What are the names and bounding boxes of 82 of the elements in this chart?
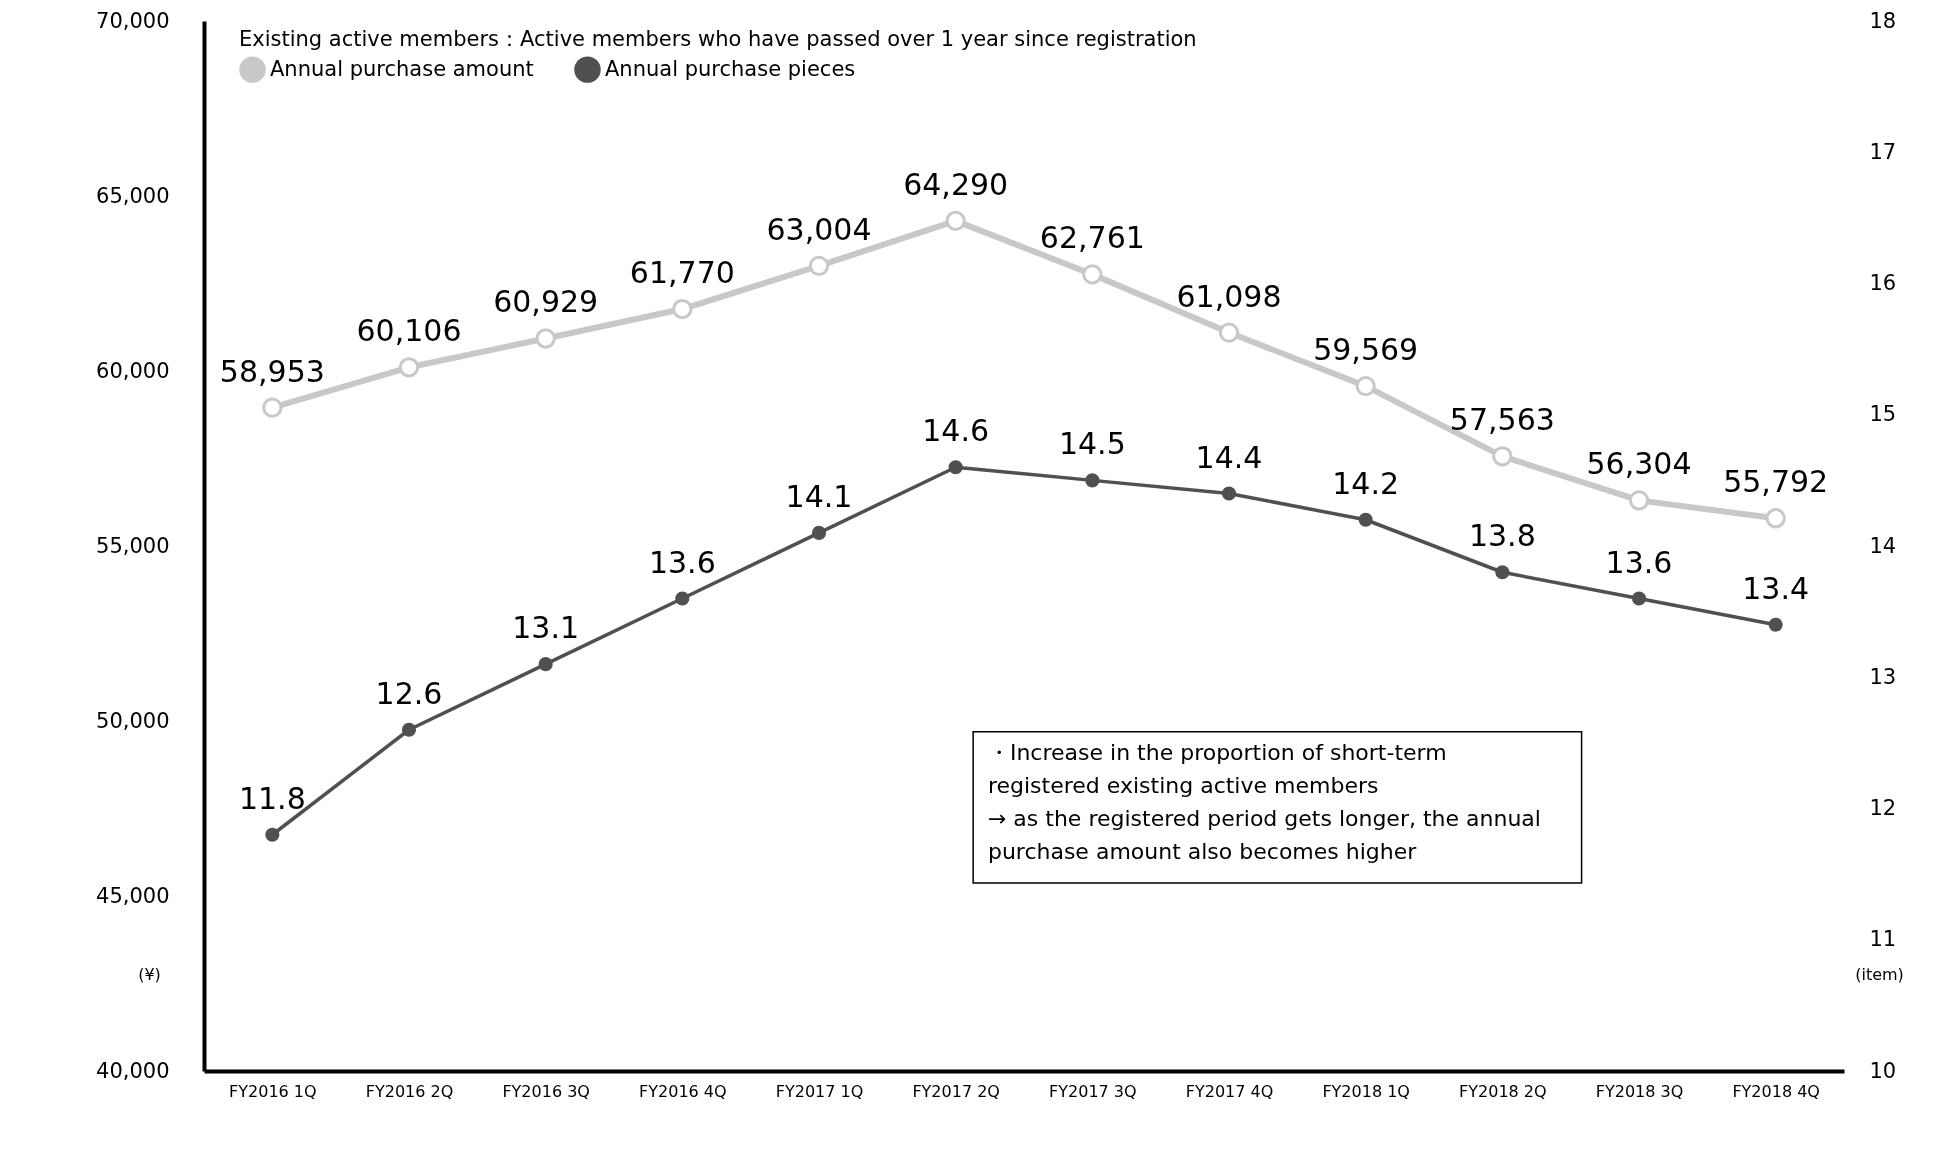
point [945,210,966,231]
y-tick-label: 70,000 [96,8,170,33]
point [808,255,830,276]
x-tick-label: FY2017 2Q [912,1081,1000,1101]
x-tick-label: FY2016 3Q [502,1081,590,1101]
data-label: 14.5 [1058,426,1126,462]
data-label: 13.6 [1605,544,1673,580]
data-label: 64,290 [903,166,1009,202]
y2-tick-label: 11 [1869,927,1897,952]
y2-tick-label: 13 [1869,664,1897,689]
data-label: 13.6 [648,544,716,580]
y-tick-label: 55,000 [96,533,170,558]
point [401,722,417,737]
data-label: 13.4 [1742,570,1810,606]
x-tick-label: FY2018 3Q [1595,1081,1684,1101]
x-tick-label: FY2016 2Q [365,1081,454,1101]
data-label: 57,563 [1449,402,1555,438]
point [1358,512,1373,527]
data-label: 56,304 [1586,446,1692,482]
data-label: 12.6 [375,675,443,711]
y2-axis-title: (item) [1855,965,1904,985]
point [1765,508,1786,529]
point [1085,473,1100,488]
data-label: 61,098 [1176,278,1282,314]
annotation: ・Increase in the proportion of short-term registered existing active members → as the registered period gets longer, the annual purchase amount also becomes higher [987,740,1541,865]
point [535,328,556,349]
y-axis-title: (¥) [138,965,161,985]
legend-label: Annual purchase amount [270,56,534,81]
data-label: 59,569 [1313,332,1419,368]
point [1492,446,1513,467]
y-tick-label: 50,000 [96,708,170,733]
x-tick-label: FY2017 1Q [775,1081,864,1101]
y2-tick-label: 15 [1869,402,1897,427]
data-label: 11.8 [238,780,306,816]
data-label: 62,761 [1039,220,1145,256]
y2-tick-label: 10 [1869,1058,1897,1083]
y2-tick-label: 14 [1869,533,1897,558]
point [1082,264,1103,285]
point [1628,490,1650,511]
y-tick-label: 45,000 [96,883,170,908]
data-label: 14.2 [1332,465,1400,501]
data-label: 13.8 [1468,518,1536,554]
point [398,357,420,378]
x-tick-label: FY2018 1Q [1322,1081,1410,1101]
point [1768,617,1783,632]
point [265,827,280,842]
point [811,525,827,540]
data-label: 60,106 [356,313,462,349]
point [1495,565,1510,580]
data-label: 14.4 [1195,439,1263,475]
point [948,460,963,475]
x-tick-label: FY2018 2Q [1459,1081,1547,1101]
y-tick-label: 40,000 [96,1058,170,1083]
point [262,397,283,418]
data-label: 14.1 [785,478,853,514]
point [1218,322,1240,343]
y-tick-label: 60,000 [96,358,170,383]
point [1355,375,1376,397]
data-label: 61,770 [629,255,735,291]
legend-label: Annual purchase pieces [605,56,856,81]
y2-tick-label: 17 [1869,139,1897,164]
x-tick-label: FY2016 1Q [229,1081,317,1101]
point [1631,591,1647,606]
point [538,657,553,672]
data-label: 55,792 [1723,464,1829,500]
data-label: 63,004 [766,211,872,247]
data-label: 58,953 [219,353,325,389]
x-tick-label: FY2017 3Q [1049,1081,1137,1101]
data-label: 60,929 [493,284,599,320]
x-tick-label: FY2016 4Q [639,1081,727,1101]
y2-tick-label: 16 [1869,271,1897,295]
x-tick-label: FY2017 4Q [1185,1081,1274,1101]
point [672,298,693,320]
x-tick-label: FY2018 4Q [1732,1081,1820,1101]
point [675,591,690,606]
y-tick-label: 65,000 [96,183,170,208]
chart-title: Existing active members：Active members who have passed over 1 year since registration [239,27,1197,51]
y2-tick-label: 12 [1869,796,1897,820]
point [1221,486,1237,501]
data-label: 14.6 [922,413,990,449]
y2-tick-label: 18 [1869,8,1897,33]
data-label: 13.1 [512,610,580,646]
